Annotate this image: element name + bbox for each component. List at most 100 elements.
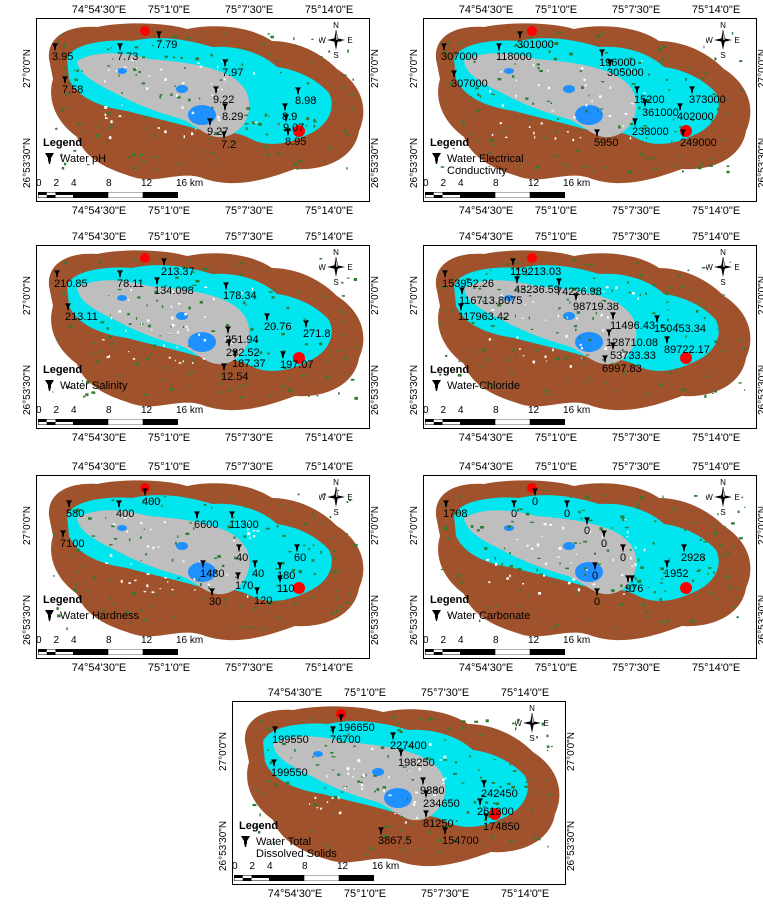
vegetation-patch xyxy=(269,394,272,397)
vegetation-patch xyxy=(240,626,245,628)
vegetation-patch xyxy=(478,619,481,623)
vegetation-patch xyxy=(298,159,303,163)
scrub-patch xyxy=(557,314,560,318)
vegetation-patch xyxy=(488,606,491,609)
vegetation-patch xyxy=(520,45,524,48)
scrub-patch xyxy=(247,528,249,531)
legend-title: Legend xyxy=(43,364,83,376)
vegetation-patch xyxy=(268,291,273,293)
vegetation-patch xyxy=(480,734,484,736)
vegetation-patch xyxy=(539,573,544,576)
vegetation-patch xyxy=(269,761,273,764)
vegetation-patch xyxy=(223,40,225,43)
sample-point-icon xyxy=(62,76,68,84)
vegetation-patch xyxy=(312,544,315,546)
vegetation-patch xyxy=(158,499,161,501)
vegetation-patch xyxy=(113,538,118,540)
vegetation-patch xyxy=(205,268,209,271)
sample-point-icon xyxy=(514,276,520,284)
vegetation-patch xyxy=(143,619,148,622)
lake-area xyxy=(636,552,696,584)
sample-value-text: 402000 xyxy=(677,111,714,123)
vegetation-patch xyxy=(530,808,534,811)
sample-point-icon xyxy=(225,326,231,334)
vegetation-patch xyxy=(601,81,605,83)
vegetation-patch xyxy=(98,261,102,264)
sample-point-icon xyxy=(213,86,219,94)
vegetation-patch xyxy=(527,594,530,596)
east-label: E xyxy=(543,719,548,728)
vegetation-patch xyxy=(333,812,336,814)
sample-value-label: 98719.38 xyxy=(573,293,619,313)
vegetation-patch xyxy=(62,33,64,36)
scrub-patch xyxy=(428,743,432,746)
sample-value-label: 199550 xyxy=(272,726,309,746)
vegetation-patch xyxy=(515,262,520,264)
sample-point-icon xyxy=(271,759,277,767)
vegetation-patch xyxy=(546,745,550,748)
top-longitude-tick: 75°7'30"E xyxy=(420,687,470,699)
sample-value-text: 74226.98 xyxy=(556,286,602,298)
top-longitude-tick: 75°7'30"E xyxy=(224,4,274,16)
vegetation-patch xyxy=(667,318,669,322)
vegetation-patch xyxy=(211,506,213,509)
vegetation-patch xyxy=(308,547,311,551)
vegetation-patch xyxy=(85,393,89,397)
north-label: N xyxy=(333,248,339,257)
vegetation-patch xyxy=(230,140,233,142)
vegetation-patch xyxy=(141,82,146,85)
scale-tick-label: 12 xyxy=(528,178,540,189)
vegetation-patch xyxy=(510,372,513,375)
vegetation-patch xyxy=(397,729,401,732)
vegetation-patch xyxy=(223,598,227,601)
sample-point-icon xyxy=(277,562,283,570)
vegetation-patch xyxy=(666,55,669,58)
sample-value-text: 0 xyxy=(601,538,608,550)
south-label: S xyxy=(720,278,725,286)
vegetation-patch xyxy=(629,47,633,49)
vegetation-patch xyxy=(276,525,279,528)
sample-point-icon xyxy=(459,287,465,295)
vegetation-patch xyxy=(117,289,122,291)
vegetation-patch xyxy=(474,385,479,388)
vegetation-patch xyxy=(211,330,216,332)
scrub-patch xyxy=(614,301,618,303)
vegetation-patch xyxy=(519,588,522,591)
vegetation-patch xyxy=(195,57,200,61)
sample-point-icon xyxy=(221,131,227,139)
top-longitude-tick: 75°7'30"E xyxy=(224,461,274,473)
scrub-patch xyxy=(241,292,243,295)
scrub-patch xyxy=(570,562,572,564)
vegetation-patch xyxy=(710,158,714,160)
vegetation-patch xyxy=(529,265,532,267)
scrub-patch xyxy=(197,98,199,100)
vegetation-patch xyxy=(329,570,332,573)
vegetation-patch xyxy=(601,299,606,302)
sample-value-label: 153952.26 xyxy=(442,270,494,290)
scrub-patch xyxy=(104,80,106,83)
sample-value-text: 198250 xyxy=(398,757,435,769)
sample-point-icon xyxy=(620,544,626,552)
scale-tick-label: 2 xyxy=(249,861,256,872)
vegetation-patch xyxy=(246,48,248,50)
vegetation-patch xyxy=(501,563,504,566)
map-frame: N S W E Legend Water pH 3.957.737.797.97… xyxy=(36,18,370,202)
sample-point-icon xyxy=(60,530,66,538)
scrub-patch xyxy=(576,553,578,556)
north-label: N xyxy=(333,478,339,487)
sample-value-label: 307000 xyxy=(451,70,488,90)
vegetation-patch xyxy=(595,293,598,296)
sample-point-icon xyxy=(116,500,122,508)
vegetation-patch xyxy=(128,323,132,325)
scrub-patch xyxy=(501,104,504,107)
sample-point-icon xyxy=(117,270,123,278)
lake-area xyxy=(563,542,575,550)
sample-value-label: 1708 xyxy=(443,500,467,520)
sample-value-text: 153952.26 xyxy=(442,278,494,290)
scrub-patch xyxy=(591,100,593,103)
scrub-patch xyxy=(580,67,584,70)
vegetation-patch xyxy=(255,339,258,343)
vegetation-patch xyxy=(444,527,448,530)
scrub-patch xyxy=(572,138,575,142)
vegetation-patch xyxy=(346,601,350,604)
